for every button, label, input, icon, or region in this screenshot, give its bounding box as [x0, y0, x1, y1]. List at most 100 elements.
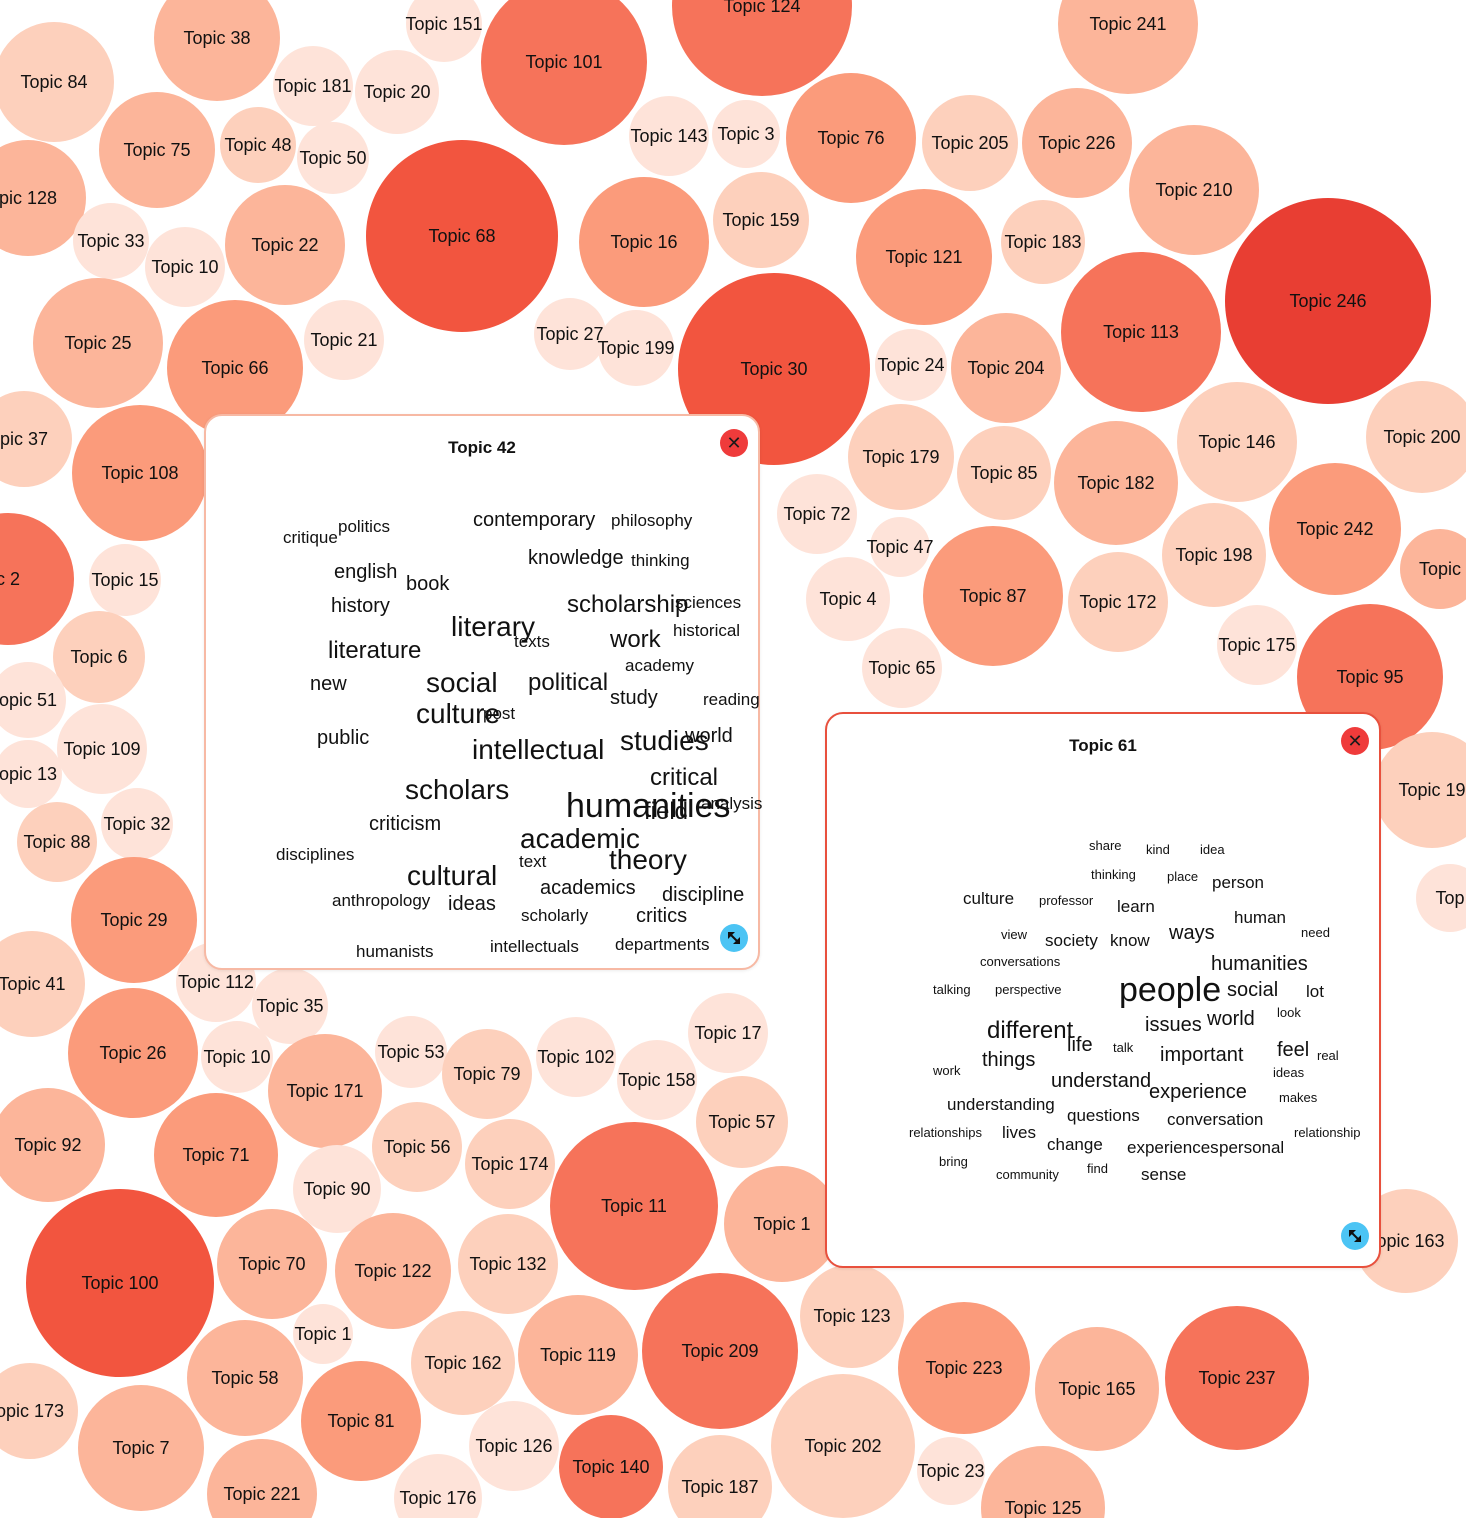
topic-bubble[interactable]: Topic 27 [534, 298, 606, 370]
topic-bubble[interactable]: Topic 38 [154, 0, 280, 101]
topic-bubble[interactable]: Topic 198 [1162, 503, 1266, 607]
topic-bubble[interactable]: Topic 119 [518, 1295, 638, 1415]
topic-bubble[interactable]: Topic 81 [301, 1361, 421, 1481]
topic-bubble[interactable]: Topic 4 [806, 557, 890, 641]
topic-bubble[interactable]: Topic 172 [1068, 552, 1168, 652]
topic-bubble[interactable]: Topic 56 [372, 1102, 462, 1192]
topic-bubble[interactable]: Topic 92 [0, 1088, 105, 1202]
topic-bubble[interactable]: Top [1416, 864, 1466, 932]
topic-bubble[interactable]: Topic 11 [550, 1122, 718, 1290]
topic-bubble[interactable]: Topic 108 [72, 405, 208, 541]
topic-bubble[interactable]: Topic 10 [145, 227, 225, 307]
topic-bubble[interactable]: Topic 71 [154, 1093, 278, 1217]
topic-bubble[interactable]: Topic 204 [951, 313, 1061, 423]
topic-bubble[interactable]: Topic 29 [71, 857, 197, 983]
topic-bubble[interactable]: Topic 53 [375, 1016, 447, 1088]
topic-bubble[interactable]: Topic 75 [99, 92, 215, 208]
topic-bubble[interactable]: Topic 174 [465, 1119, 555, 1209]
topic-bubble[interactable]: Topic 7 [78, 1385, 204, 1511]
topic-bubble[interactable]: Topic 22 [225, 185, 345, 305]
topic-bubble[interactable]: Topic 143 [629, 96, 709, 176]
topic-bubble[interactable]: Topic 246 [1225, 198, 1431, 404]
topic-bubble[interactable]: Topic 210 [1129, 125, 1259, 255]
topic-bubble[interactable]: Topic 126 [469, 1401, 559, 1491]
topic-bubble[interactable]: Topic 48 [220, 107, 296, 183]
topic-bubble[interactable]: Topic 20 [355, 50, 439, 134]
topic-bubble[interactable]: Topic 221 [207, 1439, 317, 1518]
topic-bubble[interactable]: Topic 223 [898, 1302, 1030, 1434]
topic-42-wordcloud-panel[interactable]: Topic 42 ✕ critique politics contemporary p… [204, 414, 762, 970]
topic-bubble[interactable]: pic 37 [0, 391, 72, 487]
topic-bubble[interactable]: Topic 242 [1269, 463, 1401, 595]
topic-bubble[interactable]: Topic 16 [579, 177, 709, 307]
topic-bubble[interactable]: Topic 57 [696, 1076, 788, 1168]
topic-bubble[interactable]: Topic 87 [923, 526, 1063, 666]
topic-bubble[interactable]: Topic 25 [33, 278, 163, 408]
topic-bubble[interactable]: Topic 100 [26, 1189, 214, 1377]
topic-bubble[interactable]: Topic 140 [559, 1415, 663, 1518]
topic-bubble[interactable]: Topic 151 [405, 0, 483, 62]
topic-bubble[interactable]: Topic 85 [957, 426, 1051, 520]
topic-bubble[interactable]: Topic 32 [101, 788, 173, 860]
topic-bubble[interactable]: Topic 79 [442, 1029, 532, 1119]
topic-bubble[interactable]: Topic 17 [688, 993, 768, 1073]
topic-bubble[interactable]: Topic 125 [981, 1446, 1105, 1518]
topic-bubble[interactable]: Topic 10 [201, 1021, 273, 1093]
topic-bubble[interactable]: Topic 175 [1217, 605, 1297, 685]
topic-bubble[interactable]: Topic 47 [866, 517, 934, 577]
topic-bubble[interactable]: Topic 179 [848, 404, 954, 510]
topic-bubble[interactable]: Topic [1400, 529, 1466, 609]
topic-bubble[interactable]: Topic 19 [1374, 732, 1466, 848]
topic-bubble[interactable]: Topic 187 [668, 1435, 772, 1518]
topic-bubble[interactable]: Topic 72 [777, 474, 857, 554]
close-button[interactable]: ✕ [1341, 727, 1369, 755]
topic-bubble[interactable]: Topic 68 [366, 140, 558, 332]
topic-bubble[interactable]: Topic 41 [0, 931, 85, 1037]
topic-bubble[interactable]: Topic 15 [89, 544, 161, 616]
topic-bubble[interactable]: Topic 159 [713, 172, 809, 268]
topic-bubble[interactable]: Topic 183 [1001, 200, 1085, 284]
topic-bubble[interactable]: Topic 65 [862, 628, 942, 708]
topic-bubble[interactable]: Topic 181 [273, 46, 353, 126]
topic-bubble[interactable]: Topic 88 [17, 802, 97, 882]
topic-bubble[interactable]: Topic 132 [458, 1214, 558, 1314]
topic-bubble[interactable]: Topic 26 [68, 988, 198, 1118]
topic-bubble[interactable]: Topic 121 [856, 189, 992, 325]
topic-bubble[interactable]: Topic 113 [1061, 252, 1221, 412]
topic-bubble[interactable]: Topic 202 [771, 1374, 915, 1518]
topic-bubble[interactable]: Topic 146 [1177, 382, 1297, 502]
topic-bubble[interactable]: Topic 6 [53, 611, 145, 703]
topic-bubble[interactable]: Topic 102 [536, 1017, 616, 1097]
topic-bubble[interactable]: Topic 58 [187, 1320, 303, 1436]
topic-bubble[interactable]: Topic 199 [597, 310, 675, 386]
topic-bubble[interactable]: Topic 70 [217, 1209, 327, 1319]
topic-bubble[interactable]: Topic 33 [73, 203, 149, 279]
topic-61-wordcloud-panel[interactable]: Topic 61 ✕ share kind idea thinking place per… [825, 712, 1381, 1268]
topic-bubble[interactable]: Topic 122 [335, 1213, 451, 1329]
topic-bubble[interactable]: Topic 21 [304, 300, 384, 380]
topic-bubble[interactable]: Topic 84 [0, 22, 114, 142]
topic-bubble[interactable]: Topic 176 [394, 1454, 482, 1518]
topic-bubble[interactable]: Topic 101 [481, 0, 647, 145]
topic-bubble[interactable]: c 2 [0, 513, 74, 645]
resize-handle[interactable] [720, 924, 748, 952]
topic-bubble[interactable]: Topic 50 [297, 122, 369, 194]
topic-bubble[interactable]: Topic 200 [1366, 381, 1466, 493]
topic-bubble[interactable]: Topic 24 [875, 329, 947, 401]
topic-bubble[interactable]: Topic 165 [1035, 1327, 1159, 1451]
topic-bubble[interactable]: Topic 182 [1054, 421, 1178, 545]
topic-bubble[interactable]: Topic 226 [1022, 88, 1132, 198]
topic-bubble[interactable]: Topic 237 [1165, 1306, 1309, 1450]
close-button[interactable]: ✕ [720, 429, 748, 457]
topic-bubble[interactable]: Topic 205 [922, 95, 1018, 191]
topic-bubble[interactable]: Topic 171 [268, 1034, 382, 1148]
topic-bubble[interactable]: Topic 162 [411, 1311, 515, 1415]
topic-bubble[interactable]: opic 173 [0, 1363, 78, 1459]
topic-bubble[interactable]: Topic 76 [786, 73, 916, 203]
resize-handle[interactable] [1341, 1222, 1369, 1250]
topic-bubble[interactable]: Topic 23 [917, 1437, 985, 1505]
topic-bubble[interactable]: Topic 109 [57, 704, 147, 794]
topic-bubble[interactable]: Topic 123 [800, 1264, 904, 1368]
topic-bubble[interactable]: Topic 209 [642, 1273, 798, 1429]
topic-bubble[interactable]: Topic 241 [1058, 0, 1198, 94]
